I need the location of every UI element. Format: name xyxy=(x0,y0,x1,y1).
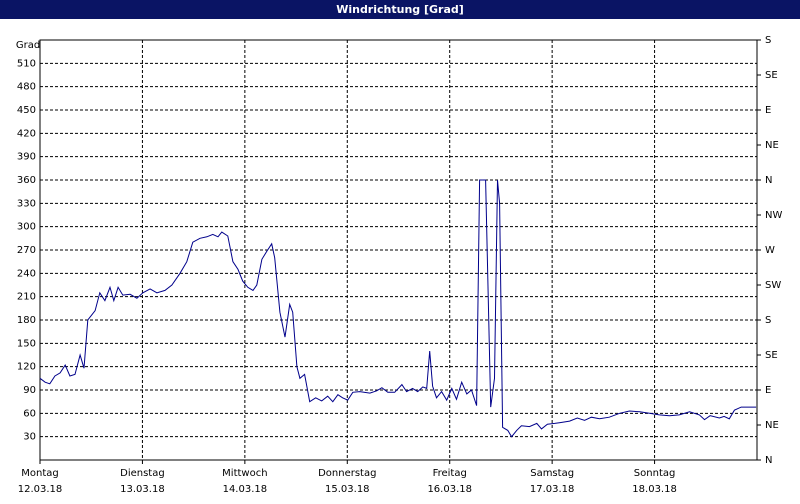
y-tick-label: 180 xyxy=(17,315,36,326)
y-tick-label: 390 xyxy=(17,152,36,163)
x-tick-date: 14.03.18 xyxy=(223,484,268,495)
x-tick-date: 17.03.18 xyxy=(530,484,575,495)
y2-tick-label: SW xyxy=(765,280,781,291)
x-tick-label: Freitag xyxy=(433,468,467,479)
y2-tick-label: E xyxy=(765,385,771,396)
x-tick-date: 13.03.18 xyxy=(120,484,165,495)
data-line xyxy=(39,179,757,438)
x-tick-label: Sonntag xyxy=(634,468,676,479)
y-tick-label: 480 xyxy=(17,82,36,93)
y-tick-label: 240 xyxy=(17,268,36,279)
x-tick-label: Dienstag xyxy=(120,468,165,479)
y2-tick-label: N xyxy=(765,455,772,466)
y2-tick-label: E xyxy=(765,105,771,116)
y-tick-label: 450 xyxy=(17,105,36,116)
y-tick-label: 330 xyxy=(17,198,36,209)
x-tick-date: 16.03.18 xyxy=(427,484,472,495)
y2-tick-label: NE xyxy=(765,420,779,431)
y-tick-label: 30 xyxy=(23,432,36,443)
y2-tick-label: SE xyxy=(765,350,778,361)
x-tick-label: Donnerstag xyxy=(318,468,376,479)
y-tick-label: 150 xyxy=(17,338,36,349)
title-bar xyxy=(0,0,800,19)
y-tick-label: 90 xyxy=(23,385,36,396)
x-tick-label: Samstag xyxy=(530,468,574,479)
x-tick-label: Mittwoch xyxy=(222,468,267,479)
y-tick-label: 60 xyxy=(23,408,36,419)
y-tick-label: 270 xyxy=(17,245,36,256)
x-tick-date: 15.03.18 xyxy=(325,484,370,495)
y-tick-label: 510 xyxy=(17,58,36,69)
y-tick-label: 300 xyxy=(17,222,36,233)
y-tick-label: 210 xyxy=(17,292,36,303)
y2-tick-label: S xyxy=(765,35,771,46)
y2-tick-label: NE xyxy=(765,140,779,151)
y2-tick-label: S xyxy=(765,315,771,326)
y2-tick-label: NW xyxy=(765,210,782,221)
y-tick-label: 420 xyxy=(17,128,36,139)
y2-tick-label: W xyxy=(765,245,775,256)
x-tick-date: 12.03.18 xyxy=(18,484,63,495)
x-tick-label: Montag xyxy=(21,468,58,479)
y-axis-label: Grad xyxy=(16,40,40,51)
y-tick-label: 360 xyxy=(17,175,36,186)
y2-tick-label: SE xyxy=(765,70,778,81)
x-tick-date: 18.03.18 xyxy=(632,484,677,495)
y2-tick-label: N xyxy=(765,175,772,186)
chart-title: Windrichtung [Grad] xyxy=(336,3,464,16)
y-tick-label: 120 xyxy=(17,362,36,373)
